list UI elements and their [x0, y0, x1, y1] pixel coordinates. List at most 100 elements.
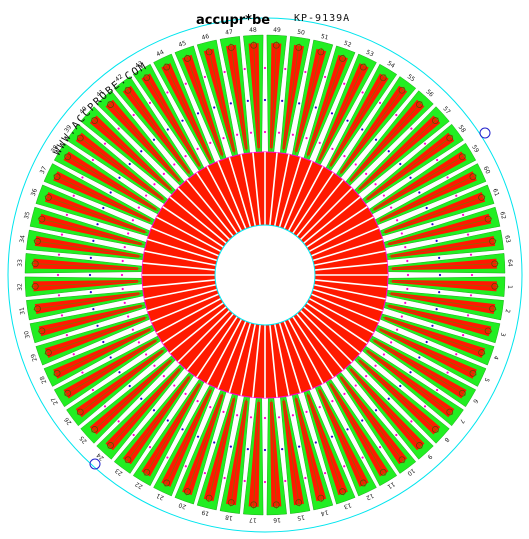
via: [152, 409, 156, 412]
pin-label: 22: [134, 480, 144, 490]
probe-sector: [325, 378, 398, 487]
pin-label: 17: [249, 516, 257, 523]
probe-sector: [24, 253, 143, 274]
pin-label: 37: [39, 165, 49, 175]
probe-sector: [35, 313, 151, 366]
trace-centerline: [318, 387, 366, 487]
via: [361, 91, 364, 94]
via: [137, 341, 140, 344]
via: [455, 353, 458, 356]
via: [400, 315, 403, 318]
probe-pad: [184, 488, 191, 495]
probe-sector: [291, 39, 334, 157]
trace-centerline: [382, 195, 486, 234]
via: [103, 142, 107, 145]
probe-sector: [303, 389, 356, 505]
pin-label: 59: [470, 144, 480, 154]
probe-pad: [339, 488, 346, 495]
trace-gap: [303, 196, 361, 244]
via: [184, 465, 187, 468]
probe-pad: [339, 55, 346, 62]
probe-sector: [219, 36, 253, 154]
probe-pad: [250, 41, 258, 49]
trace-centerline: [377, 328, 477, 376]
probe-sector: [335, 76, 417, 179]
probe-sector: [243, 34, 267, 153]
via: [203, 471, 207, 475]
via: [229, 102, 232, 105]
via: [469, 253, 473, 256]
via: [173, 384, 176, 387]
via: [249, 131, 253, 134]
trace-centerline: [207, 396, 236, 503]
probe-pad: [432, 426, 439, 433]
via: [343, 82, 346, 85]
via: [431, 223, 434, 226]
probe-sector: [374, 324, 487, 387]
trace-centerline: [386, 217, 493, 246]
probe-pad: [379, 468, 387, 476]
trace-centerline: [31, 280, 141, 287]
trace-centerline: [64, 154, 158, 212]
trace-gap: [195, 316, 238, 378]
fiducial-mark: [479, 127, 491, 139]
probe-sector: [132, 63, 205, 172]
via: [277, 416, 281, 419]
via: [118, 371, 121, 374]
probe-pad: [272, 41, 280, 49]
probe-pad: [416, 442, 423, 449]
via: [425, 206, 428, 210]
probe-pad: [359, 63, 367, 71]
trace-gap: [269, 324, 278, 398]
via: [318, 406, 321, 409]
trace-gap: [156, 297, 222, 334]
probe-sector: [335, 371, 417, 474]
probe-pad: [163, 63, 171, 71]
via: [140, 397, 143, 400]
via: [343, 154, 346, 158]
probe-pad: [38, 327, 46, 335]
trace-gap: [151, 227, 220, 257]
via: [446, 371, 449, 374]
via: [223, 476, 226, 480]
probe-pad: [458, 153, 466, 161]
trace-gap: [169, 196, 227, 244]
probe-sector: [368, 335, 477, 408]
trace-centerline: [328, 74, 386, 168]
via: [263, 480, 267, 484]
trace-centerline: [33, 240, 142, 258]
via: [92, 308, 95, 311]
via: [304, 70, 307, 74]
pin-label: 41: [95, 88, 105, 98]
trace-gap: [303, 306, 361, 354]
trace-centerline: [357, 358, 439, 433]
via: [365, 172, 368, 175]
trace-centerline: [386, 304, 493, 333]
probe-pad: [53, 173, 61, 181]
via: [399, 162, 402, 166]
probe-pad: [124, 86, 132, 94]
probe-pad: [64, 389, 72, 397]
probe-sector: [243, 397, 264, 516]
probe-sector: [53, 335, 162, 408]
via: [127, 315, 130, 318]
pin-label: 53: [365, 49, 375, 59]
probe-pad: [489, 237, 496, 245]
trace-gap: [308, 297, 374, 334]
probe-sector: [80, 355, 177, 444]
board-edge: [7, 17, 523, 533]
via: [436, 158, 439, 162]
trace-gap: [142, 262, 216, 271]
probe-pad: [295, 44, 303, 51]
probe-sector: [353, 355, 450, 444]
trace-centerline: [185, 392, 224, 496]
trace-centerline: [306, 392, 345, 496]
probe-sector: [387, 276, 506, 297]
via: [91, 388, 94, 392]
via: [418, 191, 421, 194]
trace-gap: [292, 316, 335, 378]
probe-sector: [314, 53, 377, 166]
probe-pad: [45, 349, 52, 356]
probe-sector: [386, 229, 504, 263]
probe-pad: [478, 194, 485, 201]
